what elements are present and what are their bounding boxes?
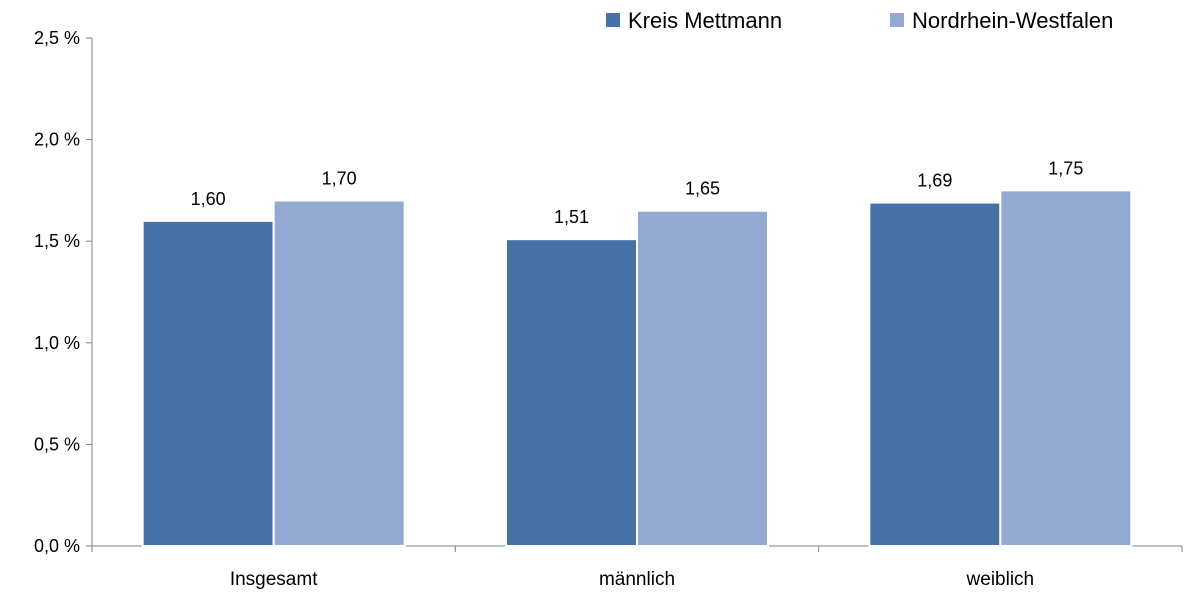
y-tick-label: 0,5 %	[34, 434, 80, 454]
bar	[636, 209, 769, 547]
data-label: 1,65	[685, 179, 720, 199]
chart-bars	[141, 189, 1133, 548]
legend-label: Kreis Mettmann	[628, 8, 782, 33]
x-tick-label: Insgesamt	[230, 569, 318, 590]
chart-labels: 1,60 1,70 Insgesamt 1,51 1,65 männlich 1,69 1,7…	[191, 158, 1084, 590]
bar	[272, 199, 406, 547]
bar	[505, 238, 638, 547]
data-label: 1,70	[322, 169, 357, 189]
x-tick-label: männlich	[599, 569, 675, 590]
y-tick-label: 1,0 %	[34, 333, 80, 353]
bar	[141, 219, 275, 547]
legend-label: Nordrhein-Westfalen	[912, 8, 1113, 33]
legend-swatch	[606, 13, 620, 27]
x-tick-label: weiblich	[966, 569, 1035, 590]
y-tick-label: 2,5 %	[34, 28, 80, 48]
y-tick-label: 2,0 %	[34, 130, 80, 150]
data-label: 1,60	[191, 189, 226, 209]
data-label: 1,75	[1048, 158, 1083, 178]
legend-swatch	[890, 13, 904, 27]
bar	[999, 189, 1133, 547]
y-tick-label: 1,5 %	[34, 231, 80, 251]
data-label: 1,69	[917, 171, 952, 191]
chart-legend: Kreis Mettmann Nordrhein-Westfalen	[606, 8, 1113, 33]
bar	[868, 201, 1002, 547]
y-tick-label: 0,0 %	[34, 536, 80, 556]
data-label: 1,51	[554, 207, 589, 227]
